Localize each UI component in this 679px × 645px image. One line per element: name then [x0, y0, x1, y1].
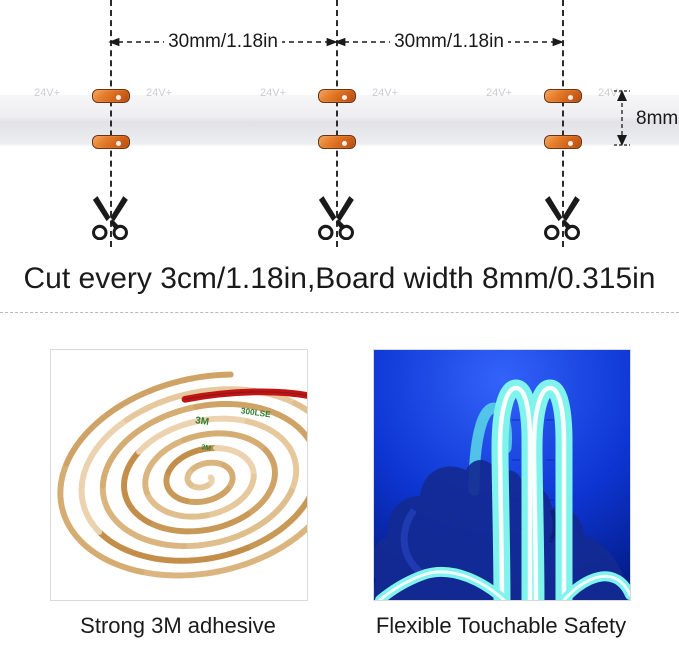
- svg-text:3M: 3M: [200, 443, 211, 453]
- svg-text:3M: 3M: [194, 415, 209, 428]
